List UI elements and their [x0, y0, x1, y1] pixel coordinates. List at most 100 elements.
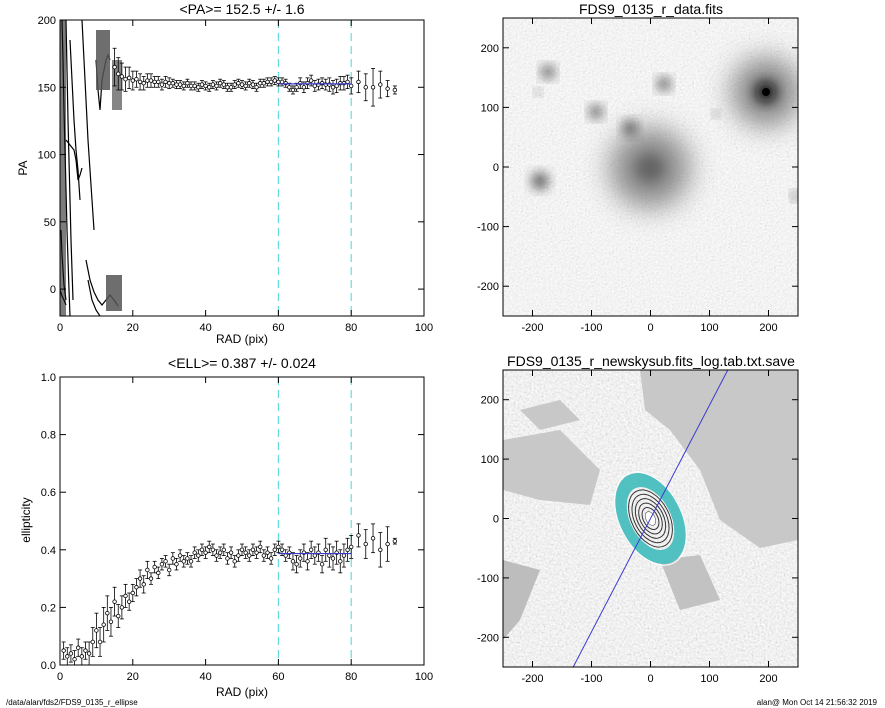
img2-ytick-label: -100 — [477, 573, 499, 585]
ell-point — [276, 544, 281, 550]
ell-point — [75, 645, 81, 650]
pa-point — [192, 83, 197, 89]
pa-point — [308, 78, 314, 83]
pa-point — [174, 82, 179, 87]
pa-xtick-label: 100 — [415, 322, 433, 334]
pa-ylabel: PA — [16, 160, 30, 175]
img2-xtick-label: -200 — [521, 673, 543, 685]
pa-point — [290, 87, 296, 93]
ell-point — [170, 556, 176, 561]
ell-point — [305, 559, 310, 564]
pa-point — [123, 76, 128, 82]
pa-point — [243, 83, 248, 89]
pa-title: <PA>= 152.5 +/- 1.6 — [179, 1, 304, 17]
ell-point — [79, 654, 85, 659]
img2-xtick-label: 200 — [759, 673, 777, 685]
ell-point — [90, 639, 95, 645]
img2-xtick-label: -100 — [580, 673, 602, 685]
ell-point — [319, 562, 325, 567]
ell-point — [94, 628, 99, 633]
ell-point — [250, 547, 256, 552]
pa-point — [188, 83, 194, 89]
pa-xtick-label: 60 — [272, 322, 284, 334]
pa-point — [265, 79, 270, 85]
ell-ytick-label: 0.6 — [41, 487, 56, 499]
pa-point — [199, 82, 205, 87]
ell-fit-range-markers — [277, 377, 352, 665]
ell-ticks: 0 20 40 60 80 100 0.0 0.2 0.4 0.6 0.8 1.0 — [41, 372, 433, 683]
ell-point — [177, 553, 183, 558]
ell-point — [283, 553, 288, 558]
ell-point — [298, 556, 303, 561]
img1-ytick-label: 0 — [493, 162, 499, 174]
ell-xtick-label: 40 — [199, 671, 211, 683]
pa-point — [148, 78, 154, 83]
pa-axes-frame — [59, 19, 425, 317]
model-image — [503, 370, 798, 667]
ell-point — [268, 556, 274, 561]
ell-axes-frame — [59, 376, 425, 666]
pa-point — [126, 75, 132, 81]
pa-point — [378, 82, 383, 87]
ell-point — [83, 648, 88, 653]
pa-point — [116, 71, 121, 77]
pa-point — [239, 82, 245, 87]
ell-panel: <ELL>= 0.387 +/- 0.024 0 20 40 60 80 100 0.0 0.… — [19, 355, 433, 699]
ell-point — [258, 544, 263, 550]
isophote-ellipse — [641, 507, 660, 530]
pa-point — [287, 85, 292, 90]
ell-point — [228, 550, 234, 555]
img1-ytick-label: -100 — [477, 222, 499, 234]
ell-points — [61, 523, 398, 665]
pa-point — [349, 83, 354, 89]
pa-point — [119, 74, 125, 79]
pa-point — [385, 86, 390, 91]
pa-point — [214, 83, 219, 89]
ell-point — [214, 553, 219, 558]
ell-point — [225, 556, 230, 561]
ell-point — [378, 547, 383, 552]
pa-point — [156, 79, 161, 85]
ell-point — [97, 639, 103, 645]
ell-point — [126, 599, 132, 604]
ell-point — [185, 556, 190, 561]
pa-point — [181, 83, 186, 89]
ell-point — [61, 648, 66, 653]
ell-point — [163, 559, 168, 564]
ell-point — [72, 657, 77, 662]
ell-xtick-label: 20 — [127, 671, 139, 683]
ell-point — [217, 550, 223, 555]
pa-xtick-label: 80 — [345, 322, 357, 334]
pa-point — [312, 83, 317, 89]
ell-point — [137, 576, 143, 581]
ell-xtick-label: 100 — [415, 671, 433, 683]
footer-stamp: alan@ Mon Oct 14 21:56:32 2019 — [757, 698, 878, 707]
pa-point — [301, 85, 307, 90]
ell-ytick-label: 1.0 — [41, 372, 56, 384]
pa-point — [250, 82, 256, 87]
pa-inner-scatter — [60, 20, 122, 316]
pa-point — [185, 81, 190, 86]
pa-point — [345, 79, 350, 85]
model-image-ticks: -200 -100 0 100 200 -200 -100 0 100 200 — [477, 370, 798, 685]
ell-point — [261, 553, 267, 558]
pa-xtick-label: 20 — [127, 322, 139, 334]
ell-point — [112, 599, 117, 604]
ell-point — [130, 590, 135, 596]
ell-point — [188, 559, 194, 564]
pa-point — [134, 76, 139, 82]
isophote-ellipse — [615, 473, 686, 564]
img2-xtick-label: 100 — [700, 673, 718, 685]
ell-xtick-label: 80 — [345, 671, 357, 683]
img1-xtick-label: -200 — [521, 322, 543, 334]
pa-point — [254, 85, 259, 90]
ell-ytick-label: 0.2 — [41, 602, 56, 614]
img1-xtick-label: 200 — [759, 322, 777, 334]
ell-point — [290, 559, 296, 564]
pa-point — [203, 83, 208, 89]
pa-point — [276, 79, 281, 85]
pa-ytick-label: 50 — [44, 217, 56, 229]
pa-xtick-label: 0 — [57, 322, 63, 334]
img1-xtick-label: 100 — [700, 322, 718, 334]
isophote-ellipse — [628, 489, 673, 548]
